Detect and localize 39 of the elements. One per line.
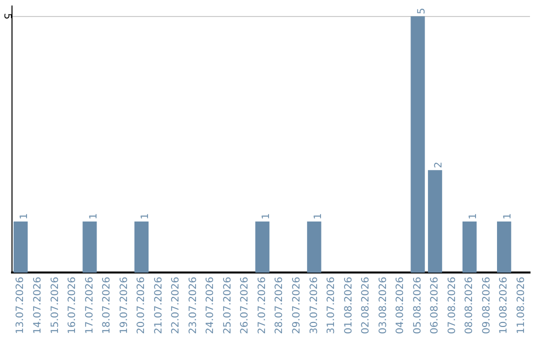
x-tick-label: 23.07.2026 <box>188 276 199 334</box>
x-tick-label: 08.08.2026 <box>464 276 476 334</box>
x-tick-label: 15.07.2026 <box>50 276 61 334</box>
x-tick-label: 05.08.2026 <box>412 276 424 334</box>
x-tick-label: 04.08.2026 <box>395 276 406 334</box>
x-tick-label: 09.08.2026 <box>481 276 492 334</box>
x-tick-label: 26.07.2026 <box>240 276 251 334</box>
x-tick-label: 24.07.2026 <box>205 276 216 334</box>
data-label: 1 <box>140 213 152 220</box>
x-tick-label: 21.07.2026 <box>153 276 164 334</box>
x-tick-label: 07.08.2026 <box>446 276 458 334</box>
x-tick-label: 25.07.2026 <box>222 276 234 334</box>
data-label: 1 <box>88 213 100 220</box>
x-tick-label: 16.07.2026 <box>67 276 78 334</box>
x-tick-label: 28.07.2026 <box>274 276 286 334</box>
x-tick-label: 18.07.2026 <box>102 276 113 334</box>
x-tick-label: 11.08.2026 <box>516 276 527 334</box>
x-tick-label: 10.08.2026 <box>498 276 510 334</box>
x-tick-label: 13.07.2026 <box>15 276 26 334</box>
x-tick-label: 31.07.2026 <box>326 276 338 334</box>
x-tick-label: 02.08.2026 <box>360 276 372 334</box>
x-tick-label: 14.07.2026 <box>32 276 44 334</box>
x-tick-label: 22.07.2026 <box>170 276 182 334</box>
x-tick-label: 01.08.2026 <box>343 276 354 334</box>
x-tick-label: 06.08.2026 <box>430 276 441 334</box>
x-tick-label: 20.07.2026 <box>136 276 148 334</box>
data-label: 1 <box>19 213 30 220</box>
data-label: 1 <box>502 213 514 220</box>
data-label: 1 <box>260 213 272 220</box>
data-label: 1 <box>312 213 324 220</box>
data-label: 1 <box>468 213 480 220</box>
x-tick-label: 27.07.2026 <box>256 276 268 334</box>
x-tick-label: 30.07.2026 <box>308 276 320 334</box>
x-tick-label: 19.07.2026 <box>118 276 130 334</box>
data-label: 2 <box>434 162 445 168</box>
data-label: 5 <box>416 8 428 14</box>
x-tick-label: 03.08.2026 <box>378 276 389 334</box>
x-tick-label: 17.07.2026 <box>84 276 96 334</box>
x-tick-label: 29.07.2026 <box>291 276 302 334</box>
